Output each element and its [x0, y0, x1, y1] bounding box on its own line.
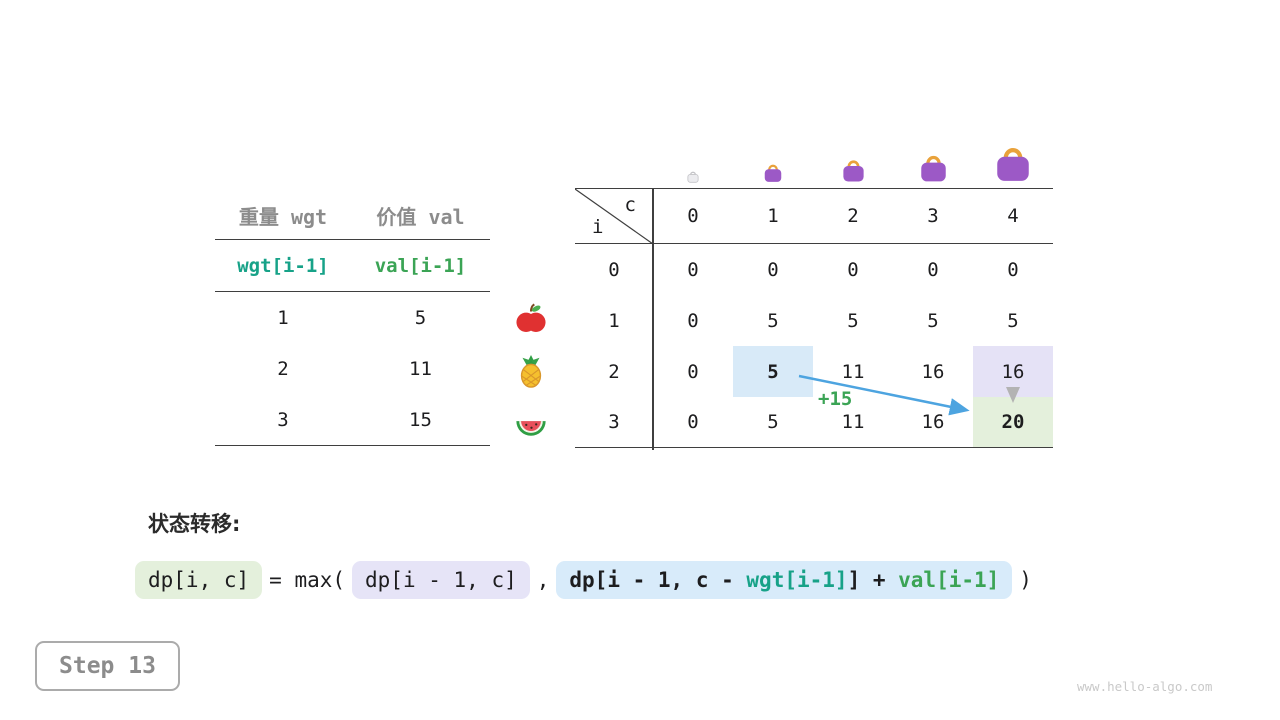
item-weight: 1: [277, 306, 289, 329]
bag-icon-s: [840, 157, 867, 183]
col-header: 0: [687, 205, 699, 227]
dp-take-item-term: dp[i - 1, c - wgt[i-1]] + val[i-1]: [556, 561, 1013, 599]
items-table-header: 重量 wgt 价值 val: [215, 192, 490, 240]
dp-row: 0 0 0 0 0 0: [575, 244, 1053, 295]
wgt-var-label: wgt[i-1]: [237, 254, 329, 277]
col-header: 2: [847, 205, 859, 227]
dp-cell-compare: 16: [973, 346, 1053, 397]
dp-table-vertical-line: [652, 189, 654, 450]
item-value: 15: [409, 408, 432, 431]
weight-column-header: 重量 wgt: [238, 205, 328, 229]
dp-cell: 0: [927, 258, 939, 281]
bag-icon-empty: [686, 170, 700, 183]
items-table-var-row: wgt[i-1] val[i-1]: [215, 240, 490, 292]
items-table: 重量 wgt 价值 val wgt[i-1] val[i-1] 1 5 2 11…: [215, 192, 490, 446]
row-header: 2: [608, 360, 620, 383]
row-header: 3: [608, 411, 620, 433]
item-weight: 3: [277, 408, 289, 431]
take-term-mid: ] +: [847, 568, 899, 592]
dp-row: 3 0 5 11 16 20: [575, 397, 1053, 448]
bag-icon-l: [992, 143, 1034, 183]
dp-row: 1 0 5 5 5 5: [575, 295, 1053, 346]
formula-eq-max: = max(: [269, 568, 346, 592]
col-header: 1: [767, 205, 779, 227]
bag-icon-xs: [762, 162, 784, 183]
watermelon-icon: [514, 406, 548, 440]
dp-cell: 5: [1007, 309, 1019, 332]
dp-cell: 0: [687, 411, 699, 433]
state-transition-formula: dp[i, c] = max( dp[i - 1, c] , dp[i - 1,…: [135, 561, 1039, 599]
dp-cell: 5: [767, 309, 779, 332]
dp-cell-source: 5: [733, 346, 813, 397]
item-value: 11: [409, 357, 432, 380]
step-badge: Step 13: [35, 641, 180, 691]
dp-header-row: c i 0 1 2 3 4: [575, 189, 1053, 244]
dp-current-term: dp[i, c]: [135, 561, 263, 599]
item-row: 2 11: [215, 343, 490, 394]
item-row: 3 15: [215, 394, 490, 445]
take-term-val: val[i-1]: [898, 568, 1000, 592]
row-header: 0: [608, 258, 620, 281]
take-term-wgt: wgt[i-1]: [746, 568, 848, 592]
dp-cell: 0: [1007, 258, 1019, 281]
formula-comma: ,: [536, 568, 550, 592]
item-row: 1 5: [215, 292, 490, 343]
dp-cell: 0: [687, 309, 699, 332]
formula-close-paren: ): [1019, 568, 1032, 592]
apple-icon: [514, 302, 548, 336]
item-index-var-label: i: [592, 216, 604, 238]
corner-cell: c i: [575, 189, 653, 244]
dp-cell: 16: [921, 360, 945, 383]
row-header: 1: [608, 309, 620, 332]
dp-cell: 11: [841, 411, 865, 433]
val-var-label: val[i-1]: [374, 254, 467, 277]
state-transition-label: 状态转移:: [148, 512, 241, 536]
dp-row: 2 0 5 11 16 16: [575, 346, 1053, 397]
dp-cell: 0: [687, 258, 699, 281]
col-header: 3: [927, 205, 939, 227]
dp-cell: 5: [767, 411, 779, 433]
step-badge-label: Step 13: [59, 653, 156, 679]
item-weight: 2: [277, 357, 289, 380]
dp-cell: 0: [847, 258, 859, 281]
item-value: 5: [414, 306, 427, 329]
watermark: www.hello-algo.com: [1077, 679, 1213, 694]
bag-icon-m: [917, 152, 950, 183]
dp-cell: 11: [841, 360, 865, 383]
dp-skip-item-term: dp[i - 1, c]: [352, 561, 530, 599]
dp-cell: 5: [927, 309, 939, 332]
capacity-var-label: c: [624, 194, 636, 216]
pineapple-icon: [514, 354, 548, 388]
dp-cell: 5: [847, 309, 859, 332]
dp-table: c i 0 1 2 3 4 0 0 0 0 0 0 1 0 5 5 5 5 2: [575, 188, 1053, 450]
dp-cell-target: 20: [973, 397, 1053, 447]
corner-diagonal-line: [575, 189, 653, 244]
value-column-header: 价值 val: [376, 205, 465, 229]
dp-cell: 0: [687, 360, 699, 383]
dp-cell: 16: [921, 411, 945, 433]
take-term-prefix: dp[i - 1, c -: [569, 568, 747, 592]
col-header: 4: [1007, 205, 1019, 227]
dp-cell: 0: [767, 258, 779, 281]
